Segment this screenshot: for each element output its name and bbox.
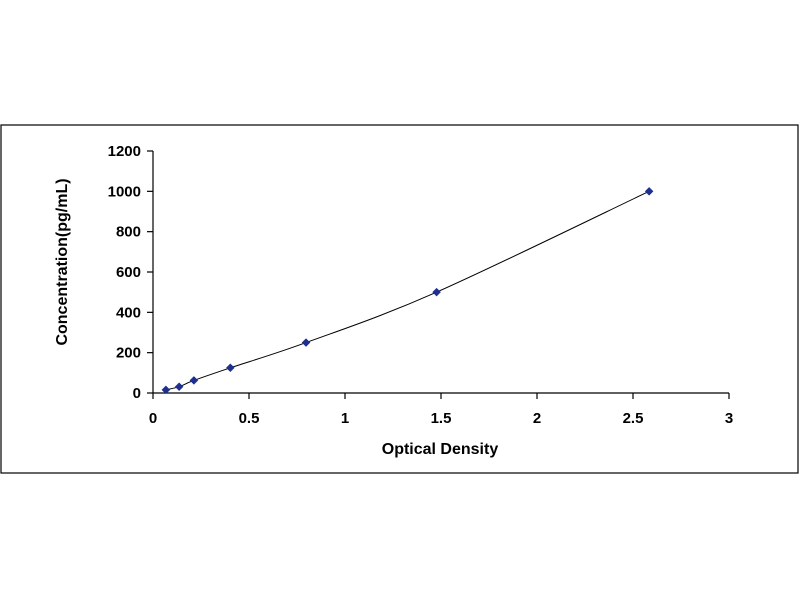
x-axis: 0 0.5 1 1.5 2 2.5 3 <box>149 392 733 427</box>
x-tick-label: 2 <box>533 410 541 427</box>
x-tick-label: 0 <box>149 410 157 427</box>
x-tick-label: 2.5 <box>623 410 644 427</box>
x-axis-title: Optical Density <box>382 441 499 458</box>
y-tick-label: 1000 <box>108 183 141 200</box>
y-tick-label: 400 <box>116 304 141 321</box>
data-point-marker <box>432 287 441 297</box>
y-axis: 0 200 400 600 800 1000 1200 <box>108 143 154 402</box>
data-point-marker <box>174 382 184 392</box>
y-axis-title: Concentration(pg/mL) <box>54 178 71 345</box>
data-point-marker <box>226 363 235 373</box>
x-tick-label: 1.5 <box>431 410 452 427</box>
y-tick-label: 0 <box>133 385 141 402</box>
x-tick-label: 1 <box>341 410 349 427</box>
x-tick-label: 3 <box>725 410 733 427</box>
data-point-marker <box>189 376 199 385</box>
y-tick-label: 1200 <box>108 143 141 160</box>
x-tick-label: 0.5 <box>239 410 260 427</box>
y-tick-label: 800 <box>116 224 141 241</box>
y-tick-label: 600 <box>116 264 141 281</box>
data-point-marker <box>301 338 311 347</box>
y-tick-label: 200 <box>116 345 141 362</box>
chart-area-border <box>0 124 799 474</box>
data-point-marker <box>644 186 654 196</box>
data-point-marker <box>161 385 171 395</box>
data-points <box>161 186 654 395</box>
